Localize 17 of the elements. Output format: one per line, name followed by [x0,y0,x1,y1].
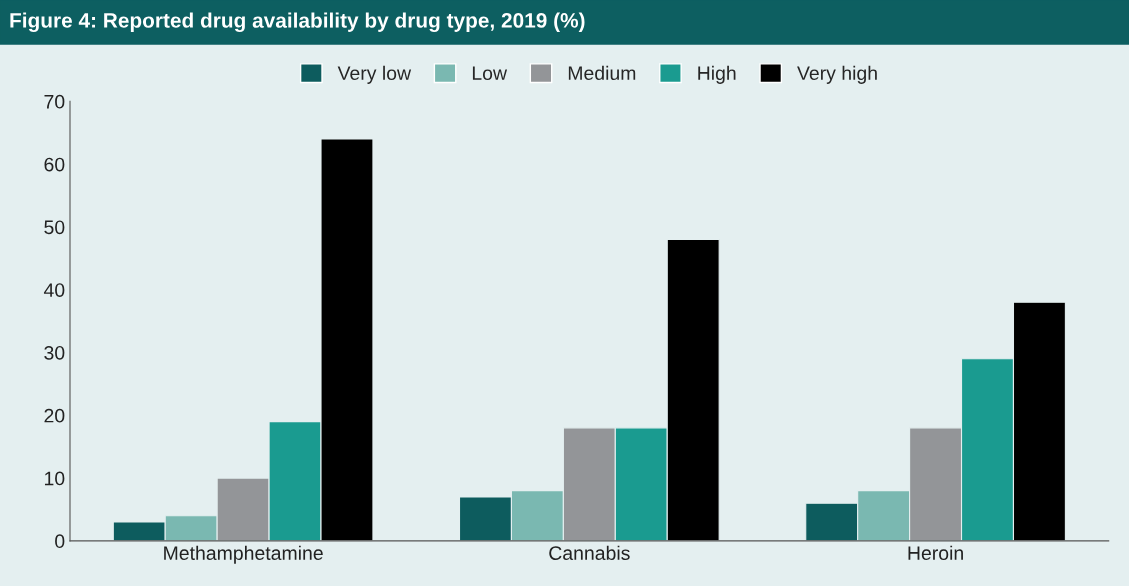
legend-label: Low [472,66,508,81]
y-tick-label: 10 [44,471,65,486]
y-tick-label: 40 [43,283,65,297]
y-tick-label: 20 [44,408,65,423]
legend-label: Very high [797,65,877,84]
x-tick-label: Cannabis [549,545,630,561]
y-tick-label: 70 [44,94,65,109]
y-tick-label: 0 [55,534,65,549]
legend-label: High [698,65,736,84]
legend-label: Medium [568,65,636,81]
x-tick-label: Heroin [908,545,963,561]
x-tick-label: Methamphetamine [164,545,323,564]
y-tick-label: 50 [44,220,65,235]
legend-label: Very low [337,65,412,84]
y-tick-label: 60 [44,157,65,172]
chart-title: Figure 4: Reported drug availability by drug type, 2019 (%) [10,12,585,33]
y-tick-label: 30 [44,345,65,360]
